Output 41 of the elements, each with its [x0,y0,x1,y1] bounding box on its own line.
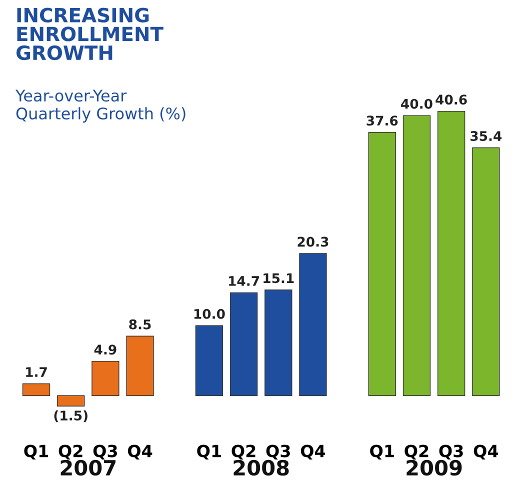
x-tick-label: Q4 [128,444,152,460]
data-label: 14.7 [229,276,260,286]
x-tick-label: Q2 [404,444,428,460]
x-tick-label: Q4 [300,444,326,460]
data-label: 35.4 [470,131,502,142]
x-tick-label: Q1 [197,444,221,460]
data-label: 4.9 [94,344,116,355]
x-tick-label: Q3 [266,444,290,460]
text: 2008 [234,460,289,476]
bar [57,395,85,406]
x-tick-label: Q3 [439,444,463,460]
data-label: 15.1 [264,273,294,284]
x-tick-label: Q2 [58,444,82,460]
bar [368,132,396,396]
data-label: (1.5) [54,410,88,422]
data-label: 10.0 [194,308,225,319]
text: 2007 [60,460,116,476]
bar [92,360,120,396]
bar [472,147,500,396]
chart-title: INCREASING ENROLLMENT GROWTH [16,8,164,60]
x-tick-label: Q1 [370,444,394,460]
data-label: 20.3 [298,236,328,247]
x-tick-label: Q4 [474,444,498,460]
bar [126,336,154,396]
x-tick-label: Q1 [24,444,48,460]
bar [264,290,292,396]
text: 2009 [406,460,462,476]
data-label: 8.5 [129,319,151,330]
bar [22,383,50,396]
data-label: 37.6 [366,116,398,126]
chart-subtitle: Year-over-Year Quarterly Growth (%) [15,90,186,123]
x-tick-label: Q3 [93,444,117,460]
data-label: 40.6 [436,94,467,105]
bar [402,115,431,396]
bar [299,253,327,396]
data-label: 40.0 [401,98,432,109]
bar [230,292,258,396]
x-tick-label: Q2 [232,444,256,460]
bar [437,110,466,396]
bar [195,325,224,396]
data-label: 1.7 [26,367,47,377]
